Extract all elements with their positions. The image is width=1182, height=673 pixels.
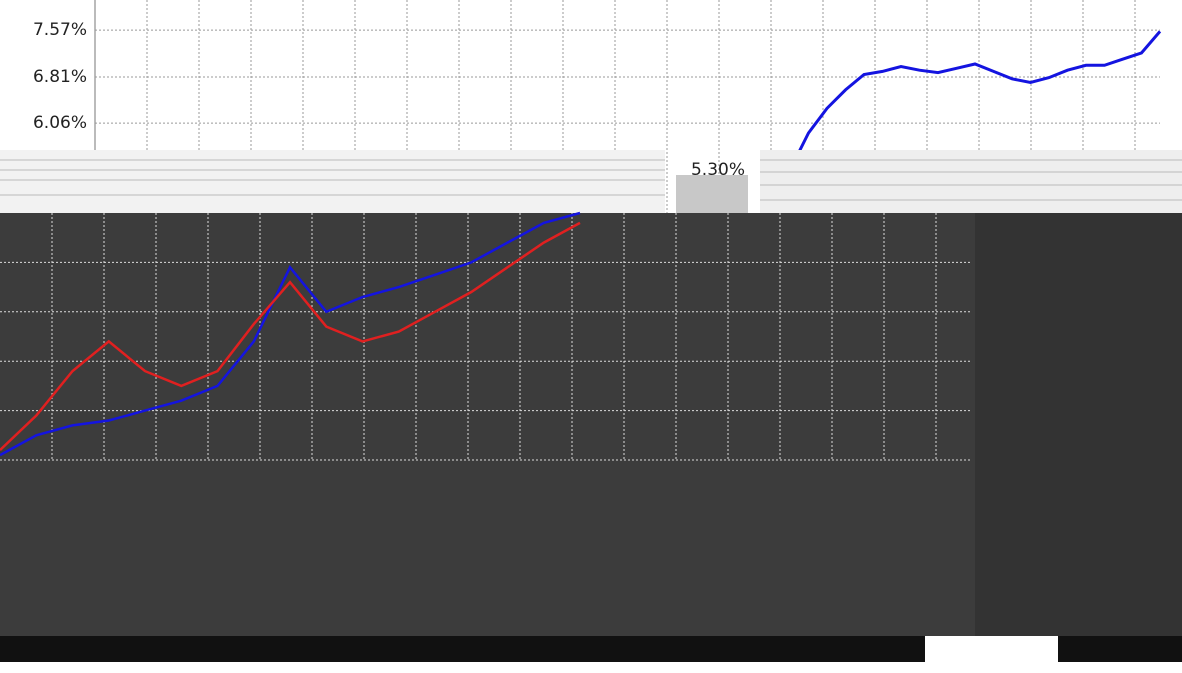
glitch-strip (0, 150, 1182, 213)
y-tick-label: 6.81% (33, 67, 87, 87)
legend-strip (1058, 636, 1182, 662)
y-tick-label: 6.06% (33, 113, 87, 133)
chart: 7.57%6.81%6.06%5.30% (0, 0, 1182, 673)
legend-strip (0, 636, 925, 662)
y-tick-label: 7.57% (33, 20, 87, 40)
side-panel (975, 213, 1182, 636)
